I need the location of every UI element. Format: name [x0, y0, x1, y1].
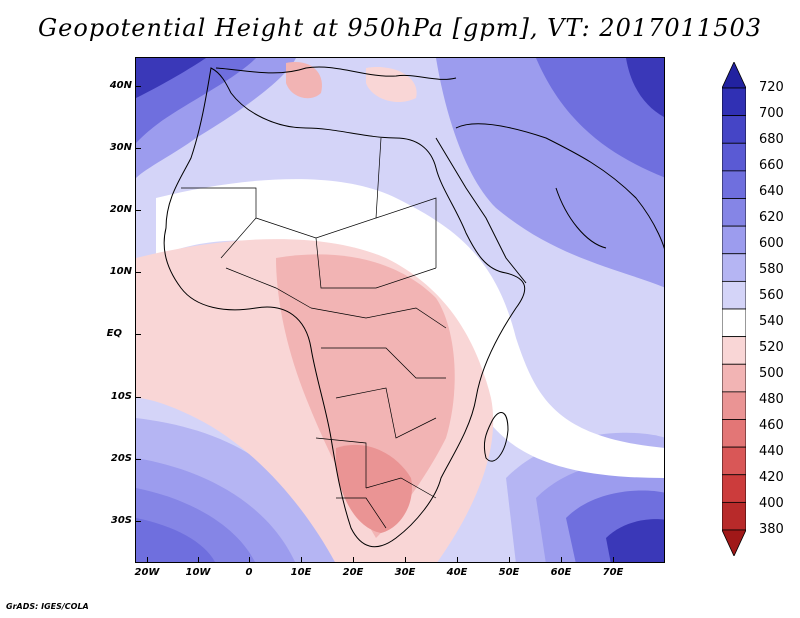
colorbar-label-620: 620	[759, 210, 784, 225]
colorbar-label-480: 480	[759, 392, 784, 407]
field-white-zone	[156, 179, 664, 478]
colorbar-label-440: 440	[759, 444, 784, 459]
lat-label-30n: 30N	[109, 142, 132, 153]
lon-tick	[561, 557, 562, 563]
lon-tick	[147, 557, 148, 563]
lat-tick	[135, 86, 141, 87]
lon-tick	[457, 557, 458, 563]
colorbar-label-660: 660	[759, 158, 784, 173]
colorbar-cell-520	[722, 336, 746, 365]
colorbar-cell-580	[722, 253, 746, 282]
country-borders	[181, 137, 447, 529]
lat-tick	[135, 397, 141, 398]
lon-label-40e: 40E	[446, 567, 468, 578]
colorbar-cell-660	[722, 142, 746, 172]
field-ne-core	[626, 58, 664, 117]
grads-credit: GrADS: IGES/COLA	[6, 602, 89, 611]
colorbar-label-600: 600	[759, 236, 784, 251]
colorbar-label-400: 400	[759, 496, 784, 511]
map-title: Geopotential Height at 950hPa [gpm], VT:…	[38, 14, 762, 42]
colorbar-cell-480	[722, 391, 746, 420]
map-panel	[135, 57, 665, 563]
lat-label-30s: 30S	[110, 515, 132, 526]
lat-tick	[135, 521, 141, 522]
field-se-core	[606, 519, 664, 562]
lat-label-10n: 10N	[109, 266, 132, 277]
colorbar-cell-420	[722, 474, 746, 503]
colorbar-cell-540	[722, 308, 746, 338]
lon-tick	[198, 557, 199, 563]
lon-label-20e: 20E	[342, 567, 364, 578]
field-sw-band-4	[136, 518, 215, 562]
colorbar-label-560: 560	[759, 288, 784, 303]
lon-label-0: 0	[245, 567, 253, 578]
colorbar-cell-620	[722, 198, 746, 227]
lat-tick	[135, 272, 141, 273]
lon-tick	[613, 557, 614, 563]
lat-label-eq: EQ	[106, 328, 122, 339]
lat-tick	[135, 334, 141, 335]
field-ne-band-2	[536, 58, 664, 178]
lon-label-20w: 20W	[134, 567, 160, 578]
colorbar	[722, 62, 746, 556]
lon-tick	[509, 557, 510, 563]
colorbar-cell-500	[722, 363, 746, 393]
lat-tick	[135, 210, 141, 211]
lon-tick	[405, 557, 406, 563]
lat-label-20s: 20S	[110, 453, 132, 464]
lon-label-70e: 70E	[602, 567, 624, 578]
colorbar-cell-640	[722, 170, 746, 199]
lat-label-10s: 10S	[110, 391, 132, 402]
lon-label-30e: 30E	[394, 567, 416, 578]
lon-label-50e: 50E	[498, 567, 520, 578]
colorbar-cell-600	[722, 225, 746, 255]
colorbar-label-580: 580	[759, 262, 784, 277]
colorbar-label-380: 380	[759, 522, 784, 537]
colorbar-cell-560	[722, 280, 746, 310]
colorbar-cell-440	[722, 446, 746, 476]
colorbar-cell-400	[722, 501, 746, 531]
lat-tick	[135, 148, 141, 149]
colorbar-label-500: 500	[759, 366, 784, 381]
colorbar-label-540: 540	[759, 314, 784, 329]
colorbar-cell-460	[722, 419, 746, 448]
field-pink-core	[276, 254, 455, 539]
colorbar-label-640: 640	[759, 184, 784, 199]
colorbar-cell-720	[722, 62, 746, 89]
colorbar-label-680: 680	[759, 132, 784, 147]
lon-label-60e: 60E	[550, 567, 572, 578]
field-nw-core	[136, 58, 206, 98]
lon-label-10w: 10W	[185, 567, 211, 578]
lon-tick	[249, 557, 250, 563]
lat-label-40n: 40N	[109, 80, 132, 91]
colorbar-label-460: 460	[759, 418, 784, 433]
colorbar-cell-680	[722, 115, 746, 144]
lat-tick	[135, 459, 141, 460]
lon-tick	[301, 557, 302, 563]
field-pink-deep	[336, 444, 412, 533]
geopotential-field	[136, 58, 664, 562]
lon-label-10e: 10E	[290, 567, 312, 578]
lat-label-20n: 20N	[109, 204, 132, 215]
colorbar-label-420: 420	[759, 470, 784, 485]
colorbar-cell-700	[722, 87, 746, 117]
colorbar-label-720: 720	[759, 80, 784, 95]
colorbar-label-700: 700	[759, 106, 784, 121]
colorbar-cell-380	[722, 529, 746, 556]
colorbar-cells	[722, 62, 746, 556]
colorbar-label-520: 520	[759, 340, 784, 355]
lon-tick	[353, 557, 354, 563]
coastlines	[163, 66, 664, 548]
